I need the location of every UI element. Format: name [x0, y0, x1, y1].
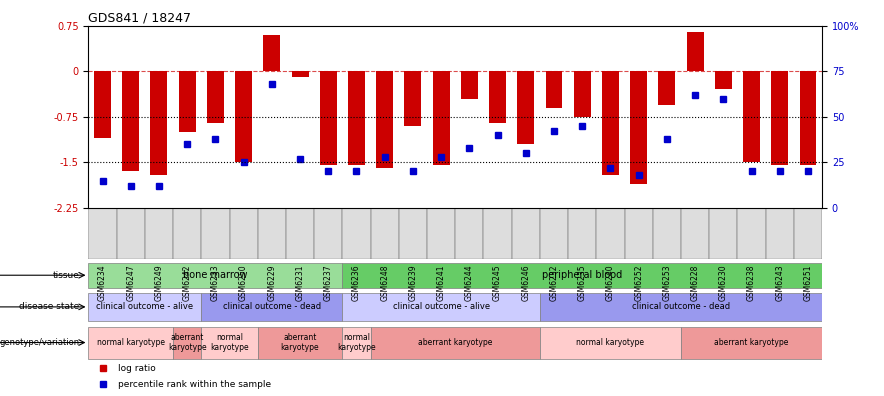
Bar	[681, 208, 709, 259]
Bar	[292, 71, 309, 77]
Bar	[766, 208, 794, 259]
Bar	[314, 208, 342, 259]
Text: aberrant karyotype: aberrant karyotype	[714, 338, 789, 347]
FancyBboxPatch shape	[88, 293, 202, 321]
Bar	[348, 71, 365, 166]
Text: clinical outcome - dead: clinical outcome - dead	[632, 303, 730, 311]
FancyBboxPatch shape	[88, 326, 173, 359]
Bar	[258, 208, 286, 259]
Text: percentile rank within the sample: percentile rank within the sample	[118, 380, 271, 388]
FancyBboxPatch shape	[681, 326, 822, 359]
Bar	[737, 208, 766, 259]
Bar	[659, 71, 675, 105]
FancyBboxPatch shape	[88, 263, 342, 287]
Bar	[432, 71, 450, 166]
Bar	[743, 71, 760, 162]
Bar	[342, 208, 370, 259]
Bar	[173, 208, 202, 259]
Text: normal karyotype: normal karyotype	[576, 338, 644, 347]
FancyBboxPatch shape	[202, 326, 258, 359]
Bar	[405, 71, 422, 126]
FancyBboxPatch shape	[370, 326, 540, 359]
Text: tissue: tissue	[53, 271, 80, 280]
Bar	[794, 208, 822, 259]
Bar	[117, 208, 145, 259]
Text: GDS841 / 18247: GDS841 / 18247	[88, 11, 192, 25]
FancyBboxPatch shape	[342, 326, 370, 359]
Text: disease state: disease state	[19, 303, 80, 311]
Bar	[517, 71, 534, 144]
Bar	[320, 71, 337, 166]
Bar	[545, 71, 562, 108]
Bar	[427, 208, 455, 259]
Text: genotype/variation: genotype/variation	[0, 338, 80, 347]
FancyBboxPatch shape	[202, 293, 342, 321]
Text: log ratio: log ratio	[118, 364, 156, 373]
FancyBboxPatch shape	[342, 263, 822, 287]
FancyBboxPatch shape	[540, 326, 681, 359]
Bar	[772, 71, 789, 166]
Text: normal
karyotype: normal karyotype	[210, 333, 248, 352]
Bar	[230, 208, 258, 259]
Bar	[715, 71, 732, 89]
Bar	[574, 71, 591, 117]
FancyBboxPatch shape	[258, 326, 342, 359]
Text: normal
karyotype: normal karyotype	[337, 333, 376, 352]
Bar	[202, 208, 230, 259]
Bar	[399, 208, 427, 259]
Bar	[489, 71, 506, 123]
Text: aberrant
karyotype: aberrant karyotype	[281, 333, 319, 352]
Bar	[709, 208, 737, 259]
Bar	[377, 71, 393, 168]
Bar	[150, 71, 167, 175]
Text: clinical outcome - dead: clinical outcome - dead	[223, 303, 321, 311]
Bar	[512, 208, 540, 259]
Bar	[179, 71, 195, 132]
Bar	[461, 71, 478, 99]
FancyBboxPatch shape	[342, 293, 540, 321]
Bar	[145, 208, 173, 259]
Text: clinical outcome - alive: clinical outcome - alive	[392, 303, 490, 311]
Text: clinical outcome - alive: clinical outcome - alive	[96, 303, 194, 311]
Bar	[370, 208, 399, 259]
Bar	[799, 71, 817, 166]
Bar	[597, 208, 625, 259]
Bar	[652, 208, 681, 259]
Text: aberrant karyotype: aberrant karyotype	[418, 338, 492, 347]
Bar	[94, 71, 111, 138]
Bar	[484, 208, 512, 259]
Bar	[568, 208, 597, 259]
Bar	[455, 208, 484, 259]
Bar	[540, 208, 568, 259]
Bar	[286, 208, 314, 259]
Text: peripheral blood: peripheral blood	[542, 270, 622, 280]
Bar	[602, 71, 619, 175]
FancyBboxPatch shape	[540, 293, 822, 321]
FancyBboxPatch shape	[173, 326, 202, 359]
Bar	[235, 71, 252, 162]
Text: normal karyotype: normal karyotype	[96, 338, 164, 347]
Bar	[88, 208, 117, 259]
Bar	[630, 71, 647, 184]
Bar	[687, 32, 704, 71]
Bar	[625, 208, 652, 259]
Bar	[122, 71, 139, 171]
Bar	[207, 71, 224, 123]
Bar	[263, 35, 280, 71]
Text: bone marrow: bone marrow	[183, 270, 248, 280]
Text: aberrant
karyotype: aberrant karyotype	[168, 333, 207, 352]
